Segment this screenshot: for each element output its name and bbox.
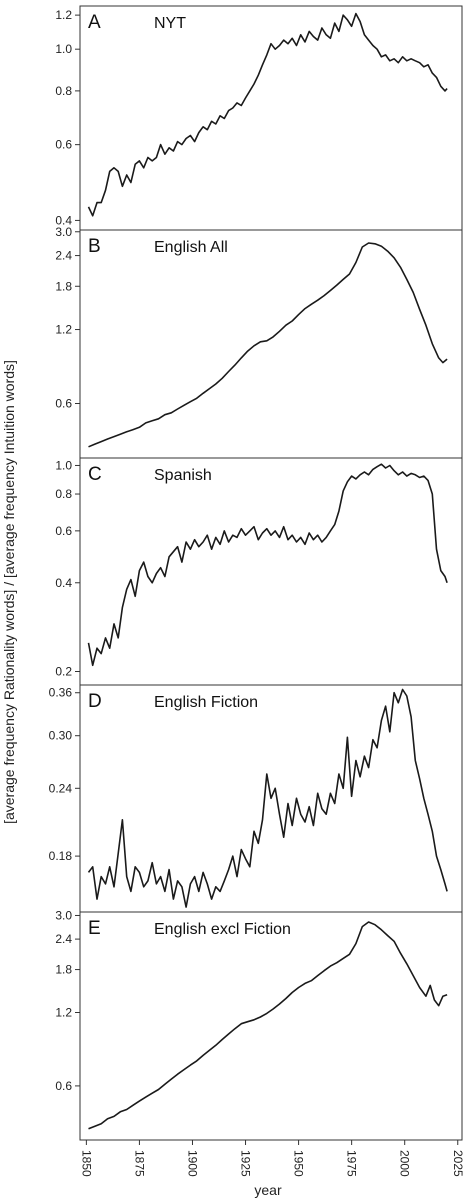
panel-title: English excl Fiction — [154, 921, 291, 938]
panel-frame — [79, 229, 463, 459]
panel-e: 0.6 1.2 1.8 2.4 3.0 E English excl Fiction — [55, 908, 463, 1141]
series-line — [87, 463, 448, 667]
panel-letter: C — [88, 464, 102, 485]
panel-c: 0.2 0.4 0.6 0.8 1.0 C Spanish — [55, 457, 463, 686]
y-tick-label: 0.24 — [49, 781, 73, 795]
x-tick-label: 1850 — [79, 1150, 93, 1177]
x-axis-label: year — [254, 1182, 282, 1198]
series-line — [87, 12, 448, 217]
y-tick-label: 0.6 — [55, 524, 72, 538]
x-tick-label: 1900 — [185, 1150, 199, 1177]
y-tick-label: 0.6 — [55, 1079, 72, 1093]
chart-panels: 0.4 0.6 0.8 1.0 1.2 A NYT 0.6 1.2 1.8 2.4 3.0 B Engli… — [49, 5, 463, 1141]
y-tick-label: 2.4 — [55, 249, 72, 263]
y-tick-label: 0.30 — [49, 729, 73, 743]
y-tick-label: 0.4 — [55, 576, 72, 590]
y-tick-label: 1.2 — [55, 323, 72, 337]
y-tick-label: 2.4 — [55, 932, 72, 946]
y-tick-label: 0.36 — [49, 686, 73, 700]
x-axis: 1850 1875 1900 1925 1950 1975 2000 2025 — [79, 1140, 465, 1177]
x-tick-label: 1875 — [132, 1150, 146, 1177]
panel-letter: B — [88, 236, 101, 257]
y-tick-label: 0.6 — [55, 396, 72, 410]
y-tick-label: 0.8 — [55, 487, 72, 501]
y-tick-label: 0.4 — [55, 213, 72, 227]
y-tick-label: 0.2 — [55, 665, 72, 679]
y-tick-label: 1.8 — [55, 963, 72, 977]
y-tick-label: 3.0 — [55, 908, 72, 922]
y-tick-label: 3.0 — [55, 225, 72, 239]
panel-title: NYT — [154, 15, 186, 32]
x-tick-label: 2000 — [398, 1150, 412, 1177]
panel-d: 0.18 0.24 0.30 0.36 D English Fiction — [49, 684, 463, 913]
panel-letter: E — [88, 918, 101, 939]
series-line — [87, 688, 448, 908]
panel-b: 0.6 1.2 1.8 2.4 3.0 B English All — [55, 225, 463, 459]
x-tick-label: 1950 — [292, 1150, 306, 1177]
panel-letter: A — [88, 12, 101, 33]
y-tick-label: 0.18 — [49, 849, 73, 863]
y-tick-label: 0.8 — [55, 84, 72, 98]
x-tick-label: 2025 — [451, 1150, 465, 1177]
panel-frame — [79, 911, 463, 1141]
x-tick-label: 1925 — [239, 1150, 253, 1177]
panel-title: English Fiction — [154, 694, 258, 711]
y-tick-label: 1.8 — [55, 279, 72, 293]
series-line — [88, 242, 448, 448]
y-tick-label: 1.0 — [55, 458, 72, 472]
x-tick-label: 1975 — [345, 1150, 359, 1177]
panel-letter: D — [88, 691, 102, 712]
y-tick-label: 1.2 — [55, 1006, 72, 1020]
y-axis-label: [average frequency Rationality words] / … — [1, 360, 17, 824]
panel-frame — [79, 457, 463, 686]
y-tick-label: 1.2 — [55, 8, 72, 22]
y-tick-label: 0.6 — [55, 138, 72, 152]
series-line — [88, 921, 448, 1130]
panel-title: English All — [154, 239, 228, 256]
panel-frame — [79, 5, 463, 231]
panel-title: Spanish — [154, 467, 212, 484]
panel-a: 0.4 0.6 0.8 1.0 1.2 A NYT — [55, 5, 463, 231]
y-tick-label: 1.0 — [55, 42, 72, 56]
